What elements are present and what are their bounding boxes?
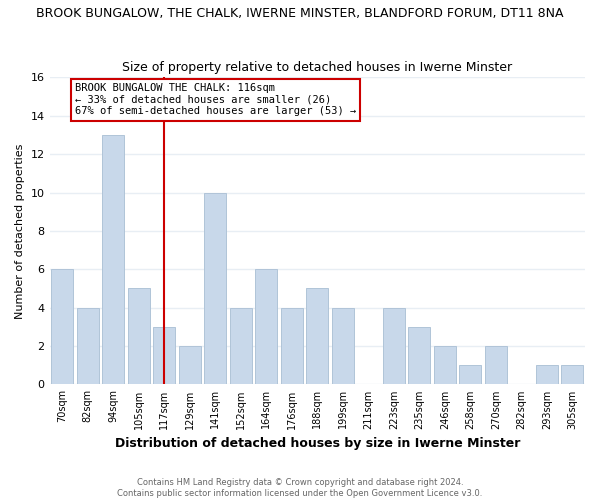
Title: Size of property relative to detached houses in Iwerne Minster: Size of property relative to detached ho… <box>122 60 512 74</box>
Bar <box>179 346 200 385</box>
Bar <box>409 327 430 384</box>
Bar <box>562 365 583 384</box>
Bar <box>536 365 557 384</box>
Bar <box>230 308 251 384</box>
Y-axis label: Number of detached properties: Number of detached properties <box>15 143 25 318</box>
Bar <box>128 288 149 384</box>
Text: Contains HM Land Registry data © Crown copyright and database right 2024.
Contai: Contains HM Land Registry data © Crown c… <box>118 478 482 498</box>
Bar <box>256 270 277 384</box>
Text: BROOK BUNGALOW, THE CHALK, IWERNE MINSTER, BLANDFORD FORUM, DT11 8NA: BROOK BUNGALOW, THE CHALK, IWERNE MINSTE… <box>36 8 564 20</box>
Bar <box>154 327 175 384</box>
X-axis label: Distribution of detached houses by size in Iwerne Minster: Distribution of detached houses by size … <box>115 437 520 450</box>
Text: BROOK BUNGALOW THE CHALK: 116sqm
← 33% of detached houses are smaller (26)
67% o: BROOK BUNGALOW THE CHALK: 116sqm ← 33% o… <box>75 83 356 116</box>
Bar <box>460 365 481 384</box>
Bar <box>307 288 328 384</box>
Bar <box>205 192 226 384</box>
Bar <box>383 308 404 384</box>
Bar <box>103 135 124 384</box>
Bar <box>332 308 353 384</box>
Bar <box>77 308 98 384</box>
Bar <box>434 346 455 385</box>
Bar <box>485 346 506 385</box>
Bar <box>52 270 73 384</box>
Bar <box>281 308 302 384</box>
